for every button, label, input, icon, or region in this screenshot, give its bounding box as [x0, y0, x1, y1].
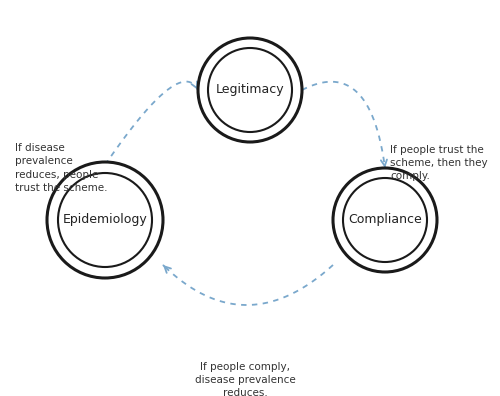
Circle shape [198, 38, 302, 142]
Text: Legitimacy: Legitimacy [216, 84, 284, 97]
Text: If disease
prevalence
reduces, people
trust the scheme.: If disease prevalence reduces, people tr… [15, 143, 108, 193]
Text: Compliance: Compliance [348, 213, 422, 227]
Circle shape [333, 168, 437, 272]
Text: Epidemiology: Epidemiology [62, 213, 148, 227]
Text: If people comply,
disease prevalence
reduces.: If people comply, disease prevalence red… [194, 362, 296, 396]
Circle shape [47, 162, 163, 278]
Text: If people trust the
scheme, then they
comply.: If people trust the scheme, then they co… [390, 145, 488, 181]
